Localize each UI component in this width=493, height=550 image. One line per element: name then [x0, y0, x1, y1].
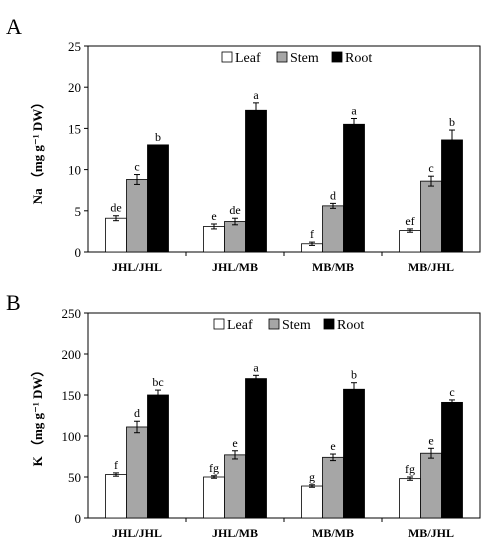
significance-letter-a: a [351, 104, 357, 118]
legend-swatch-root-a [331, 51, 343, 63]
y-tick-label-a: 15 [68, 121, 81, 136]
legend-label-root-a: Root [345, 51, 372, 66]
y-tick-label-a: 0 [75, 245, 82, 260]
y-tick-label-b: 250 [62, 306, 82, 321]
significance-letter-a: c [134, 160, 139, 174]
panel-label-a: A [6, 14, 22, 39]
significance-letter-b: bc [152, 375, 163, 389]
y-axis-label-b: K （mg g⁻¹ DW） [30, 364, 45, 467]
significance-letter-a: b [155, 130, 161, 144]
bar-root-a [441, 139, 463, 253]
bar-stem-a [322, 205, 344, 253]
bar-stem-b [322, 456, 344, 519]
bar-root-b [343, 388, 365, 519]
significance-letter-a: de [110, 201, 121, 215]
bar-stem-a [420, 180, 442, 253]
bar-root-a [343, 123, 365, 253]
legend-label-leaf-a: Leaf [235, 51, 261, 66]
x-tick-label-a: MB/JHL [408, 260, 454, 274]
bar-leaf-a [105, 217, 127, 253]
panel-a: A Na （mg g⁻¹ DW） 0510152025JHL/JHLdecbJH… [6, 14, 481, 274]
y-tick-label-a: 10 [68, 163, 81, 178]
y-tick-label-b: 50 [68, 470, 81, 485]
y-tick-label-b: 0 [75, 511, 82, 526]
legend-swatch-stem-b [268, 318, 280, 330]
legend-label-leaf-b: Leaf [227, 318, 253, 333]
bar-leaf-b [203, 476, 225, 519]
bar-stem-b [224, 454, 246, 519]
bar-leaf-b [301, 485, 323, 519]
bar-leaf-b [399, 478, 421, 519]
legend-swatch-stem-a [276, 51, 288, 63]
significance-letter-b: e [232, 436, 237, 450]
y-axis-label-a: Na （mg g⁻¹ DW） [30, 96, 45, 205]
significance-letter-a: f [310, 227, 314, 241]
x-tick-label-b: MB/JHL [408, 526, 454, 540]
x-tick-label-a: JHL/JHL [112, 260, 162, 274]
significance-letter-b: f [114, 458, 118, 472]
significance-letter-a: de [229, 203, 240, 217]
panel-label-b: B [6, 290, 21, 315]
significance-letter-b: e [428, 433, 433, 447]
y-tick-label-b: 150 [62, 388, 82, 403]
bar-leaf-b [105, 474, 127, 519]
x-tick-label-b: JHL/MB [212, 526, 258, 540]
y-tick-label-b: 100 [62, 429, 82, 444]
legend-label-root-b: Root [337, 318, 364, 333]
legend-swatch-leaf-a [221, 51, 233, 63]
significance-letter-b: fg [405, 462, 415, 476]
significance-letter-a: ef [405, 214, 414, 228]
significance-letter-b: fg [209, 461, 219, 475]
y-tick-label-a: 25 [68, 39, 81, 54]
bar-stem-b [420, 452, 442, 519]
significance-letter-a: a [253, 88, 259, 102]
significance-letter-b: a [253, 360, 259, 374]
panel-b: B K （mg g⁻¹ DW） 0 50 100 150 200 250 JHL/JHL f d… [6, 290, 481, 540]
significance-letter-a: c [428, 161, 433, 175]
y-tick-label-b: 200 [62, 347, 82, 362]
bar-leaf-a [203, 226, 225, 253]
x-tick-label-b: JHL/JHL [112, 526, 162, 540]
significance-letter-b: c [449, 385, 454, 399]
bar-root-b [147, 394, 169, 519]
significance-letter-b: g [309, 470, 315, 484]
bar-leaf-a [399, 230, 421, 253]
significance-letter-b: e [330, 439, 335, 453]
legend-label-stem-a: Stem [290, 51, 319, 66]
significance-letter-a: b [449, 115, 455, 129]
legend-label-stem-b: Stem [282, 318, 311, 333]
bar-root-b [245, 378, 267, 519]
y-tick-label-a: 20 [68, 80, 81, 95]
significance-letter-b: d [134, 406, 140, 420]
significance-letter-a: e [211, 209, 216, 223]
bar-stem-a [126, 179, 148, 253]
bar-root-a [245, 109, 267, 253]
x-tick-label-b: MB/MB [312, 526, 354, 540]
significance-letter-a: d [330, 188, 336, 202]
y-tick-label-a: 5 [75, 204, 82, 219]
bar-root-b [441, 401, 463, 519]
legend-swatch-root-b [323, 318, 335, 330]
x-tick-label-a: MB/MB [312, 260, 354, 274]
x-tick-label-a: JHL/MB [212, 260, 258, 274]
legend-swatch-leaf-b [213, 318, 225, 330]
bar-stem-a [224, 221, 246, 253]
bar-root-a [147, 144, 169, 253]
bar-stem-b [126, 426, 148, 519]
significance-letter-b: b [351, 368, 357, 382]
